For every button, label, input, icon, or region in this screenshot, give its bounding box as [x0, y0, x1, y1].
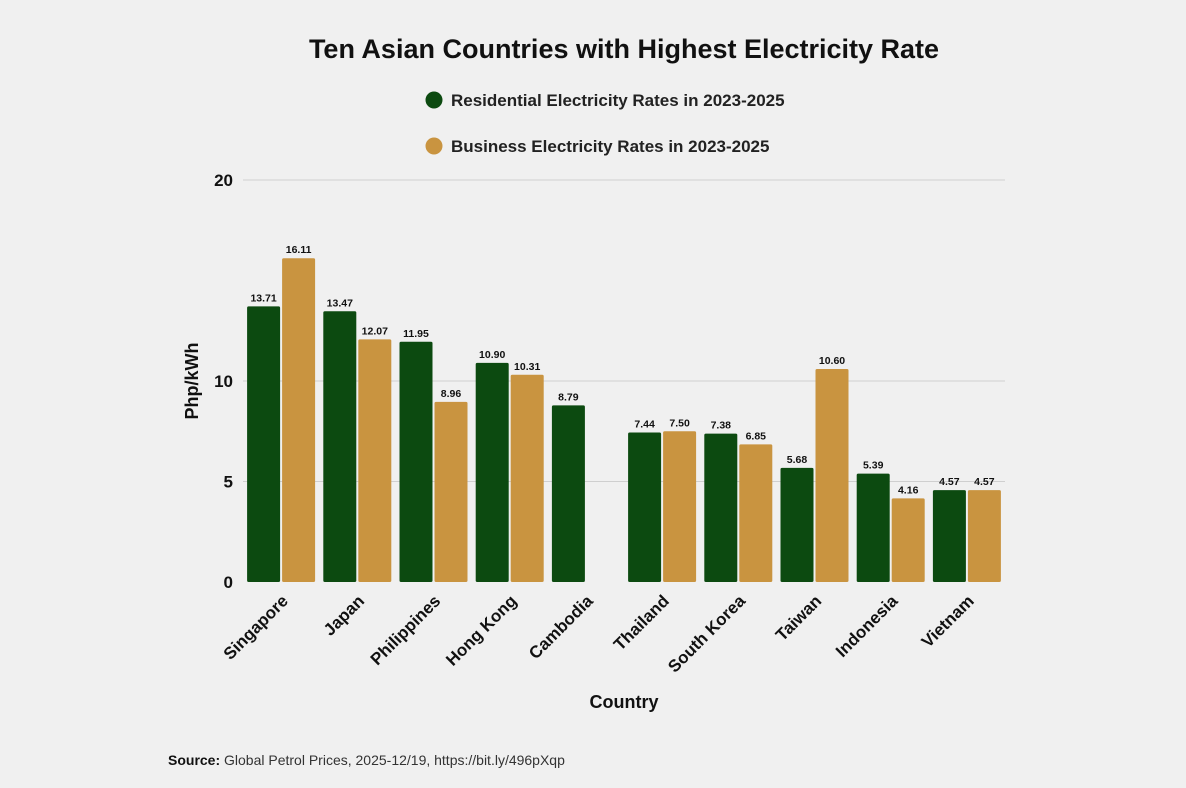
x-tick-label: Vietnam — [918, 591, 978, 651]
bar-chart: Ten Asian Countries with Highest Electri… — [182, 34, 1005, 712]
y-tick-label: 0 — [224, 573, 233, 592]
bar-business — [282, 258, 316, 582]
source-text: Global Petrol Prices, 2025-12/19, https:… — [224, 752, 565, 768]
x-tick-label: Indonesia — [832, 591, 902, 661]
data-label: 13.47 — [327, 297, 353, 309]
x-tick-label: South Korea — [664, 591, 749, 676]
y-axis-label: Php/kWh — [182, 343, 202, 420]
bar-residential — [323, 311, 357, 582]
y-tick-label: 5 — [224, 473, 233, 492]
data-label: 8.96 — [441, 388, 462, 400]
data-label: 10.31 — [514, 361, 540, 373]
data-label: 4.16 — [898, 484, 919, 496]
data-label: 10.90 — [479, 349, 505, 361]
source-label: Source: — [168, 752, 221, 768]
data-label: 13.71 — [250, 292, 276, 304]
data-label: 12.07 — [362, 325, 388, 337]
x-tick-label: Singapore — [220, 591, 292, 663]
bar-business — [815, 368, 849, 582]
bar-business — [663, 431, 697, 582]
data-label: 11.95 — [403, 328, 429, 340]
legend-label-2: Business Electricity Rates in 2023-2025 — [451, 137, 769, 156]
bar-residential — [551, 405, 585, 582]
bar-business — [891, 498, 925, 582]
x-tick-label: Taiwan — [772, 591, 825, 644]
x-tick-label: Japan — [320, 591, 368, 639]
bar-business — [434, 401, 468, 582]
data-label: 8.79 — [558, 391, 579, 403]
data-label: 16.11 — [286, 244, 312, 256]
y-tick-label: 10 — [214, 372, 233, 391]
source-note: Source: Global Petrol Prices, 2025-12/19… — [168, 752, 565, 768]
x-axis-label: Country — [590, 692, 659, 712]
data-label: 7.38 — [711, 420, 732, 432]
x-tick-label: Hong Kong — [442, 591, 520, 669]
bar-business — [358, 339, 392, 582]
x-tick-label: Philippines — [367, 591, 445, 669]
bar-residential — [856, 473, 890, 582]
bar-residential — [399, 341, 433, 582]
data-label: 7.44 — [634, 418, 655, 430]
legend-marker-1 — [425, 91, 443, 109]
data-label: 10.60 — [819, 355, 845, 367]
x-tick-label: Thailand — [610, 591, 673, 654]
bar-residential — [780, 467, 814, 582]
chart-title: Ten Asian Countries with Highest Electri… — [309, 34, 939, 64]
legend-marker-2 — [425, 137, 443, 155]
data-label: 5.68 — [787, 454, 808, 466]
bar-residential — [704, 433, 738, 582]
data-label: 6.85 — [746, 430, 767, 442]
data-label: 4.57 — [939, 476, 960, 488]
bar-residential — [932, 490, 966, 582]
bar-residential — [247, 306, 281, 582]
legend-label-1: Residential Electricity Rates in 2023-20… — [451, 91, 785, 110]
bar-residential — [628, 432, 662, 582]
data-label: 5.39 — [863, 460, 884, 472]
x-tick-label: Cambodia — [525, 591, 597, 663]
bar-business — [739, 444, 773, 582]
bar-residential — [475, 362, 509, 582]
bar-business — [510, 374, 544, 582]
data-label: 4.57 — [974, 476, 995, 488]
data-label: 7.50 — [669, 417, 690, 429]
y-tick-label: 20 — [214, 171, 233, 190]
bar-business — [967, 490, 1001, 582]
